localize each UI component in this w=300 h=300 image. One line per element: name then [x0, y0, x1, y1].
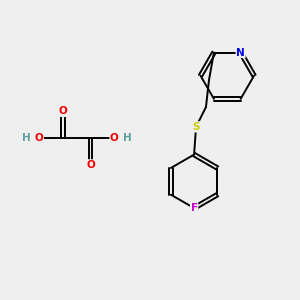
Text: O: O [35, 133, 44, 143]
Text: S: S [192, 122, 200, 132]
Text: H: H [123, 133, 132, 143]
Text: O: O [110, 133, 119, 143]
Text: N: N [236, 47, 245, 58]
Text: O: O [86, 160, 95, 170]
Text: F: F [190, 203, 198, 213]
Text: H: H [22, 133, 31, 143]
Text: O: O [58, 106, 67, 116]
